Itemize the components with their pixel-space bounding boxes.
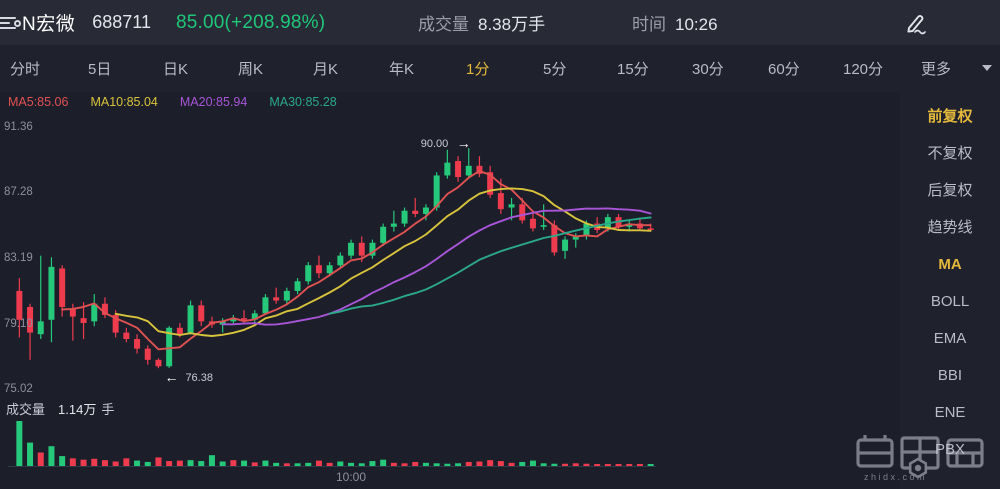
tab-4[interactable]: 月K (313, 61, 339, 78)
y-axis-label-2: 83.19 (4, 252, 33, 264)
ma-legend-item-1: MA10:85.04 (90, 95, 158, 109)
y-axis-label-3: 79.10 (4, 317, 33, 330)
volume-panel-value: 1.14万 (58, 402, 97, 417)
app-header: N宏微 688711 85.00(+208.98%) 成交量 8.38万手 时间… (0, 0, 1000, 45)
high-marker-arrow: → (456, 135, 471, 152)
y-axis-label-1: 87.28 (4, 186, 33, 199)
high-marker-text: 90.00 (420, 138, 449, 151)
stock-code: 688711 (92, 12, 151, 32)
ma-legend-item-2: MA20:85.94 (179, 95, 248, 109)
y-axis-label-0: 91.36 (4, 121, 33, 133)
period-tab-bar: 分时 5日 日K 周K 月K 年K 1分 5分 15分 30分 60分 120分 更多 (0, 45, 1000, 92)
y-axis-label-4: 75.02 (4, 383, 33, 395)
header-time-value: 10:26 (675, 15, 718, 34)
ma-legend: MA5:85.06 MA10:85.04 MA20:85.94 MA30:85.28 (8, 95, 337, 109)
sidebar-item-1[interactable]: 不复权 (927, 145, 973, 162)
header-volume-label: 成交量 (418, 15, 469, 34)
header-volume: 成交量 8.38万手 (418, 10, 545, 35)
sidebar-item-8[interactable]: ENE (934, 404, 966, 421)
low-marker-text: 76.38 (185, 372, 213, 385)
tab-6[interactable]: 1分 (466, 61, 490, 78)
chart-area[interactable]: 成交量 1.14万手 10:00 91.36 87.28 83.19 79.10 75.0… (0, 118, 900, 489)
indicator-sidebar: 前复权不复权后复权趋势线 MA BOLL EMA BBI ENE PBX (900, 92, 1000, 489)
sidebar-item-5[interactable]: BOLL (930, 293, 970, 310)
tab-2[interactable]: 日K (163, 61, 189, 78)
tab-0[interactable]: 分时 (10, 61, 41, 78)
tab-11[interactable]: 120分 (843, 61, 884, 78)
volume-panel-header: 成交量 1.14万手 (6, 399, 114, 418)
volume-panel-unit: 手 (101, 402, 115, 417)
low-marker-arrow: ← (164, 369, 179, 386)
candlestick-chart (8, 148, 656, 467)
tab-1[interactable]: 5日 (88, 61, 112, 78)
volume-panel-label: 成交量 (6, 402, 46, 417)
stock-name: N宏微 (22, 14, 76, 35)
x-axis-label: 10:00 (336, 470, 367, 484)
sidebar-item-2[interactable]: 后复权 (927, 182, 973, 199)
sidebar-item-4[interactable]: MA (938, 256, 962, 273)
header-time: 时间 10:26 (632, 10, 718, 35)
tab-8[interactable]: 15分 (617, 61, 649, 78)
header-volume-value: 8.38万手 (478, 15, 546, 34)
tab-12[interactable]: 更多 (921, 61, 952, 78)
sidebar-item-7[interactable]: BBI (937, 367, 963, 384)
pencil-edit-icon[interactable] (903, 10, 929, 36)
ma-legend-item-3: MA30:85.28 (269, 95, 337, 109)
tab-5[interactable]: 年K (389, 61, 415, 78)
sidebar-item-6[interactable]: EMA (933, 330, 967, 347)
chevron-down-icon[interactable] (982, 65, 992, 71)
tab-3[interactable]: 周K (238, 61, 264, 78)
menu-search-icon[interactable] (0, 12, 22, 34)
tab-7[interactable]: 5分 (543, 61, 567, 78)
stock-price-change: 85.00(+208.98%) (175, 11, 326, 33)
tab-9[interactable]: 30分 (692, 61, 724, 78)
sidebar-item-9[interactable]: PBX (934, 441, 965, 458)
ma-legend-item-0: MA5:85.06 (8, 95, 69, 109)
sidebar-item-0[interactable]: 前复权 (927, 108, 973, 125)
sidebar-item-3[interactable]: 趋势线 (927, 219, 973, 236)
header-time-label: 时间 (632, 15, 666, 34)
tab-10[interactable]: 60分 (768, 61, 800, 78)
